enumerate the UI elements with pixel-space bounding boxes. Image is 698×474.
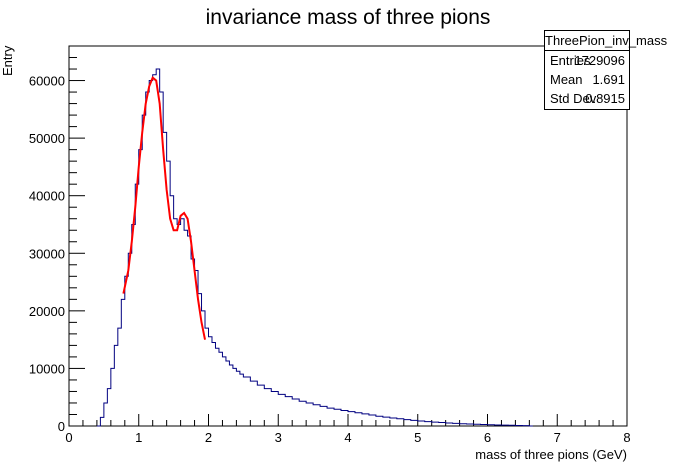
x-tick-label: 6	[484, 430, 491, 445]
axis-ticks: 0 1 2 3 4 5 6 7 8 0 10000 20000 30000 40000 50000 60000	[29, 45, 631, 445]
y-tick-label: 30000	[29, 246, 65, 261]
stats-row-entries: Entries 1729096	[550, 51, 625, 71]
stats-key: Entries	[550, 53, 591, 68]
x-tick-label: 4	[344, 430, 351, 445]
x-tick-label: 2	[205, 430, 212, 445]
stats-box: ThreePion_inv_mass Entries 1729096 Mean …	[544, 30, 667, 110]
x-tick-label: 5	[414, 430, 421, 445]
stats-key: Mean	[550, 72, 583, 87]
y-tick-label: 10000	[29, 361, 65, 376]
stats-title: ThreePion_inv_mass	[545, 31, 667, 51]
x-tick-label: 1	[135, 430, 142, 445]
stats-row-mean: Mean 1.691	[550, 70, 625, 90]
stats-row-stddev: Std Dev 0.8915	[550, 89, 625, 109]
fit-curve	[122, 76, 206, 340]
y-axis-label: Entry	[0, 45, 15, 76]
stats-value: 0.8915	[585, 91, 625, 106]
x-axis-label: mass of three pions (GeV)	[475, 447, 627, 462]
y-tick-label: 60000	[29, 74, 65, 89]
x-tick-label: 0	[65, 430, 72, 445]
x-tick-label: 3	[275, 430, 282, 445]
stats-value: 1729096	[574, 53, 625, 68]
y-tick-label: 50000	[29, 131, 65, 146]
x-tick-label: 7	[554, 430, 561, 445]
y-tick-label: 0	[58, 419, 65, 434]
y-tick-label: 40000	[29, 189, 65, 204]
stats-key: Std Dev	[550, 91, 597, 106]
y-tick-label: 20000	[29, 304, 65, 319]
histogram-series	[96, 68, 533, 427]
x-tick-label: 8	[623, 430, 630, 445]
stats-value: 1.691	[592, 72, 625, 87]
chart-title: invariance mass of three pions	[206, 6, 491, 29]
